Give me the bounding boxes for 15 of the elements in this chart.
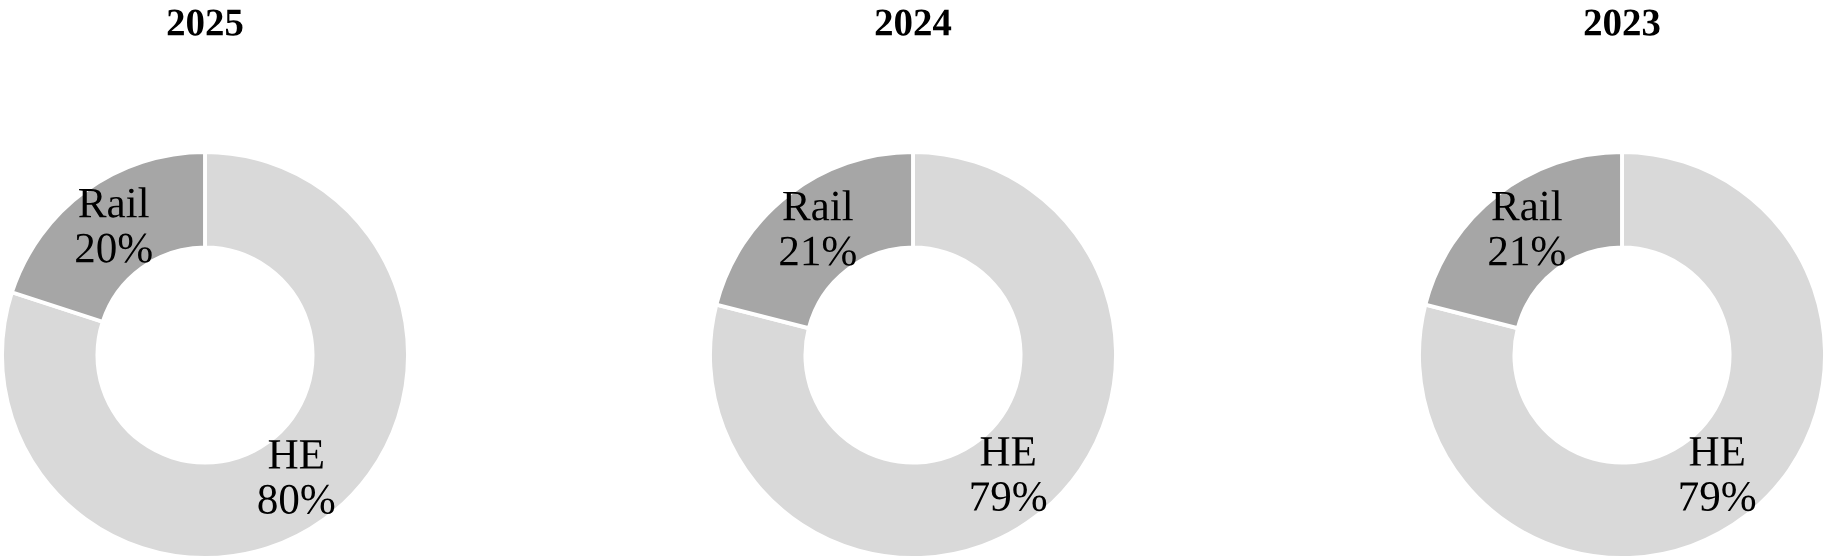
data-label: 21% <box>780 236 856 266</box>
slice-label: Rail <box>783 190 853 221</box>
data-label: 79% <box>1680 481 1756 512</box>
slice-label: Rail <box>79 187 149 218</box>
slice-label: Rail <box>1492 190 1562 221</box>
data-label: 20% <box>76 233 152 263</box>
chart-title: 2023 <box>1584 9 1660 36</box>
data-label: 80% <box>258 484 335 515</box>
data-label: 79% <box>971 481 1047 512</box>
data-label: 21% <box>1489 236 1565 266</box>
chart-title: 2024 <box>875 9 952 36</box>
slice-label: HE <box>980 437 1035 466</box>
slice-label: HE <box>1689 437 1744 466</box>
chart-title: 2025 <box>167 9 243 36</box>
slice-label: HE <box>268 440 323 469</box>
